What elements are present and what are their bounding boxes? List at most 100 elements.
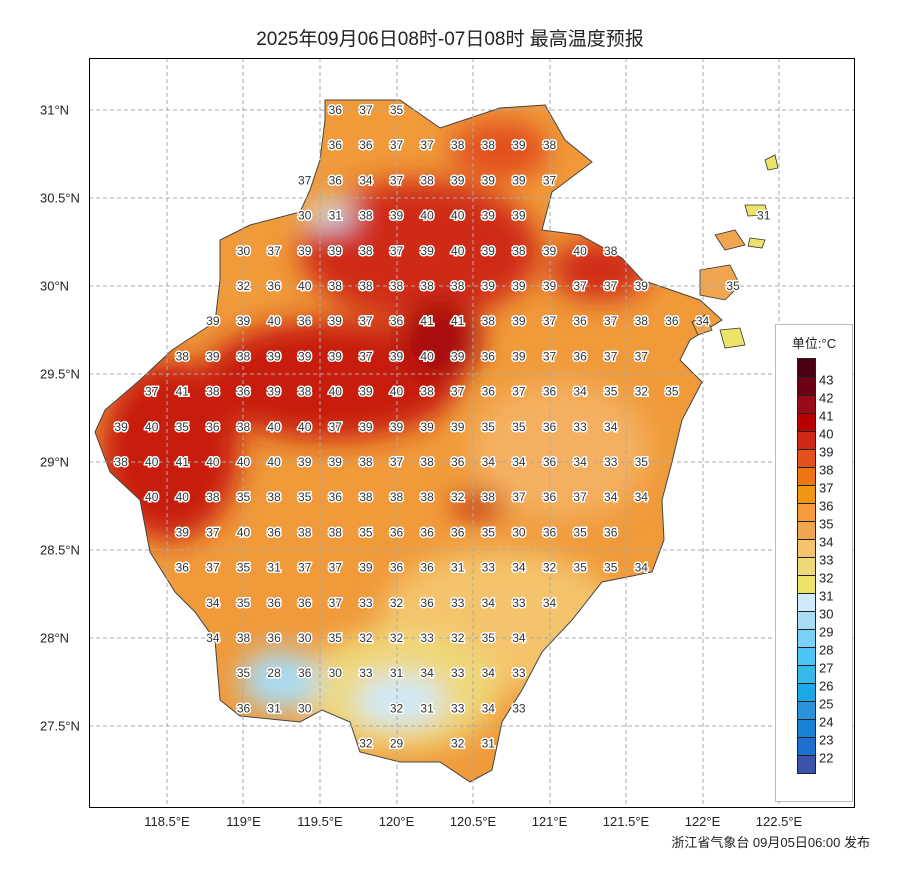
temperature-value: 34 (359, 173, 373, 187)
colorbar-swatch (798, 431, 815, 449)
temperature-value: 39 (329, 349, 343, 363)
temperature-value: 39 (390, 209, 404, 223)
temperature-value: 38 (420, 279, 434, 293)
colorbar-swatch (798, 593, 815, 611)
temperature-value: 38 (206, 490, 220, 504)
temperature-value: 34 (604, 420, 618, 434)
temperature-value: 39 (512, 349, 526, 363)
temperature-value: 36 (237, 701, 251, 715)
colorbar-swatch (798, 647, 815, 665)
x-tick-label: 122°E (684, 814, 721, 829)
temperature-value: 30 (329, 666, 343, 680)
colorbar-swatch (798, 485, 815, 503)
temperature-value: 39 (237, 314, 251, 328)
colorbar-swatch (798, 557, 815, 575)
temperature-value: 37 (512, 385, 526, 399)
legend-label: 33 (819, 552, 834, 568)
temperature-value: 34 (512, 561, 526, 575)
temperature-value: 37 (359, 349, 373, 363)
temperature-value: 39 (298, 349, 312, 363)
legend-label: 24 (819, 714, 834, 730)
temperature-value: 33 (512, 701, 526, 715)
colorbar-swatch (798, 737, 815, 755)
colorbar-swatch (798, 611, 815, 629)
x-tick-label: 118.5°E (144, 814, 190, 829)
temperature-value: 38 (359, 279, 373, 293)
y-tick-label: 28.5°N (40, 542, 80, 558)
legend-title: 单位:°C (791, 336, 837, 351)
temperature-value: 39 (267, 385, 281, 399)
temperature-value: 40 (573, 244, 587, 258)
x-tick-label: 121.5°E (602, 814, 650, 829)
temperature-value: 34 (573, 385, 587, 399)
temperature-value: 39 (359, 385, 373, 399)
temperature-value: 36 (543, 490, 557, 504)
temperature-value: 37 (512, 490, 526, 504)
temperature-value: 37 (635, 349, 649, 363)
temperature-value: 35 (482, 631, 496, 645)
colorbar-swatch (798, 449, 815, 467)
x-tick-label: 119.5°E (297, 814, 343, 829)
temperature-value: 39 (451, 349, 465, 363)
temperature-value: 36 (451, 525, 465, 539)
temperature-value: 38 (359, 244, 373, 258)
temperature-value: 36 (390, 561, 404, 575)
temperature-value: 37 (390, 455, 404, 469)
temperature-value: 40 (267, 314, 281, 328)
temperature-value: 39 (482, 209, 496, 223)
temperature-value: 33 (420, 631, 434, 645)
temperature-value: 34 (482, 701, 496, 715)
temperature-value: 40 (329, 385, 343, 399)
x-tick-label: 120°E (378, 814, 415, 829)
temperature-value: 39 (420, 244, 434, 258)
legend-label: 32 (819, 570, 834, 586)
colorbar-swatch (798, 359, 815, 377)
temperature-value: 38 (237, 349, 251, 363)
colorbar-swatch (798, 503, 815, 521)
temperature-value: 37 (359, 314, 373, 328)
temperature-value: 34 (696, 314, 710, 328)
temperature-value: 39 (206, 314, 220, 328)
temperature-value: 36 (329, 138, 343, 152)
temperature-value: 39 (635, 279, 649, 293)
temperature-value: 40 (145, 490, 159, 504)
temperature-value: 33 (451, 596, 465, 610)
temperature-value: 38 (543, 138, 557, 152)
temperature-value: 33 (512, 666, 526, 680)
temperature-value: 37 (298, 561, 312, 575)
temperature-value: 32 (635, 385, 649, 399)
temperature-value: 37 (298, 173, 312, 187)
temperature-value: 38 (635, 314, 649, 328)
legend-label: 41 (819, 408, 834, 424)
temperature-value: 31 (451, 561, 465, 575)
temperature-value: 35 (635, 455, 649, 469)
temperature-value: 36 (482, 349, 496, 363)
temperature-value: 40 (298, 420, 312, 434)
temperature-value: 37 (573, 279, 587, 293)
issuer-footer: 浙江省气象台 09月05日06:00 发布 (671, 835, 870, 850)
temperature-value: 35 (665, 385, 679, 399)
temperature-value: 30 (298, 209, 312, 223)
temperature-value: 39 (512, 173, 526, 187)
x-tick-label: 120.5°E (449, 814, 497, 829)
colorbar-swatch (798, 755, 815, 773)
temperature-value: 36 (543, 525, 557, 539)
temperature-value: 31 (267, 561, 281, 575)
temperature-value: 28 (267, 666, 281, 680)
temperature-value: 37 (451, 385, 465, 399)
temperature-value: 36 (573, 349, 587, 363)
temperature-value: 32 (543, 561, 557, 575)
temperature-value: 33 (512, 596, 526, 610)
temperature-value: 37 (206, 561, 220, 575)
colorbar (797, 358, 816, 774)
temperature-value: 37 (573, 490, 587, 504)
temperature-value: 39 (482, 279, 496, 293)
colorbar-swatch (798, 665, 815, 683)
legend-label: 25 (819, 696, 834, 712)
temperature-value: 36 (237, 385, 251, 399)
temperature-value: 37 (329, 596, 343, 610)
temperature-value: 30 (237, 244, 251, 258)
legend-label: 28 (819, 642, 834, 658)
temperature-value: 36 (543, 455, 557, 469)
temperature-value: 36 (573, 314, 587, 328)
